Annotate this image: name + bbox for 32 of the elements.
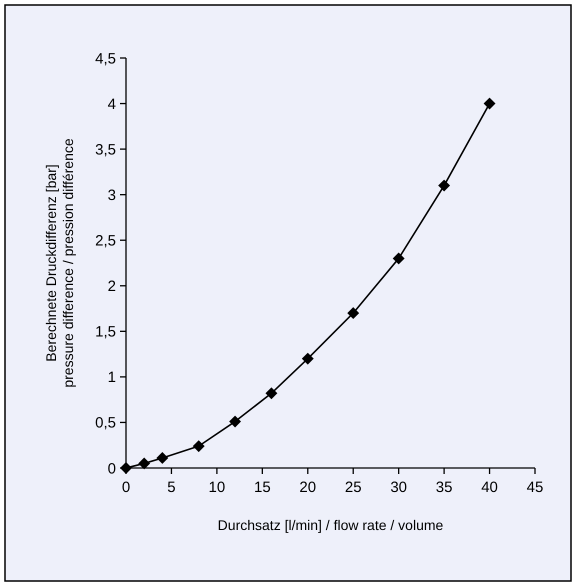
y-tick-label: 4,5 <box>95 50 116 68</box>
point <box>138 458 150 470</box>
y-tick-label: 3,5 <box>95 141 116 158</box>
x-tick-label: 40 <box>481 479 498 496</box>
y-tick-label: 2,5 <box>95 232 116 250</box>
y-tick-label: 2 <box>108 278 116 296</box>
x-tick-label: 10 <box>208 479 226 496</box>
point <box>484 98 496 110</box>
point <box>302 352 314 365</box>
point <box>438 180 450 192</box>
point <box>347 307 360 320</box>
x-tick-label: 25 <box>344 479 362 496</box>
y-tick-label: 3 <box>108 186 116 204</box>
x-tick-label: 15 <box>254 479 271 496</box>
y-axis-title: Berechnete Druckdifferenz [bar] pressure difference / pression différence <box>43 138 76 388</box>
y-tick-label: 1,5 <box>95 324 116 341</box>
point <box>229 416 242 428</box>
point <box>192 440 205 452</box>
x-tick-label: 35 <box>436 479 452 496</box>
x-tick-label: 30 <box>390 479 408 496</box>
x-axis-title: Durchsatz [l/min] / flow rate / volume <box>218 517 444 533</box>
y-tick-label: 4 <box>108 96 116 113</box>
point <box>265 387 278 400</box>
point <box>392 252 405 264</box>
x-tick-label: 45 <box>526 479 544 496</box>
x-tick-label: 20 <box>299 479 316 496</box>
y-tick-label: 1 <box>108 369 116 386</box>
y-tick-label: 0,5 <box>95 414 116 432</box>
x-tick-label: 5 <box>167 479 176 496</box>
y-tick-label: 0 <box>108 460 116 478</box>
point <box>156 452 168 464</box>
x-tick-label: 0 <box>122 479 130 496</box>
